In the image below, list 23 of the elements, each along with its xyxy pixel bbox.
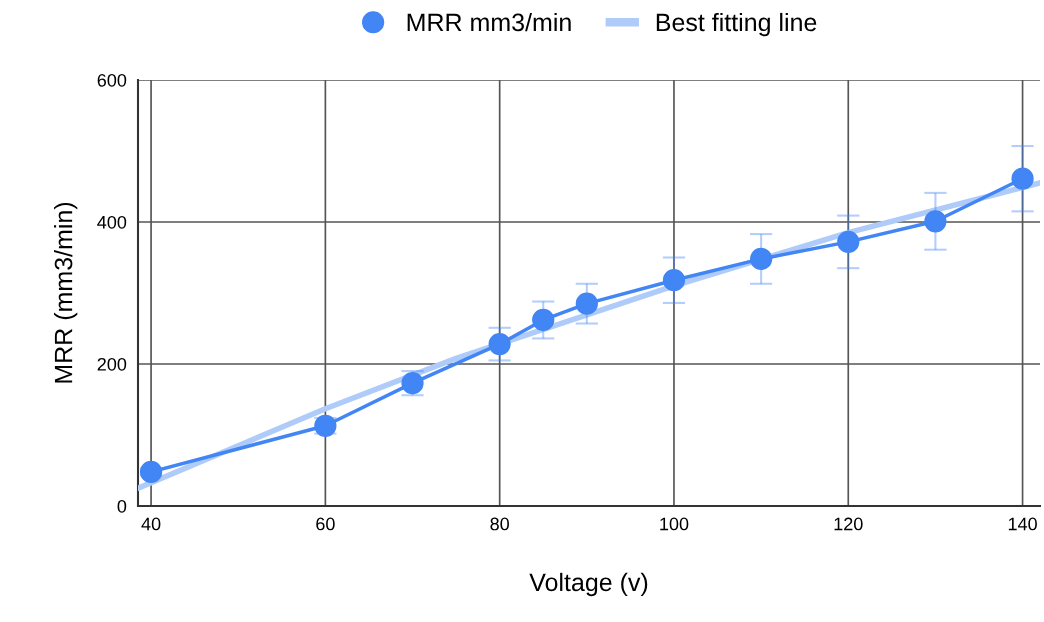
point (837, 230, 860, 253)
x-tick-label: 40 (141, 517, 161, 531)
x-tick-label: 60 (316, 517, 335, 531)
point (532, 308, 555, 332)
y-tick-label: 0 (117, 499, 127, 513)
point (488, 333, 511, 356)
point (1011, 167, 1034, 190)
x-tick-label: 120 (834, 517, 863, 531)
point (575, 292, 598, 315)
x-tick-label: 140 (1008, 517, 1037, 531)
x-tick-label: 100 (660, 517, 689, 531)
y-tick-label: 200 (97, 357, 127, 371)
point (139, 460, 163, 484)
legend-label: MRR mm3/min (407, 12, 571, 32)
x-axis-title: Voltage (v) (529, 572, 648, 597)
y-axis-title: MRR (mm3/min) (54, 202, 78, 383)
point (662, 269, 686, 292)
point (750, 247, 773, 271)
x-tick-label: 80 (490, 517, 510, 531)
point (924, 210, 947, 233)
y-tick-label: 400 (97, 215, 127, 229)
legend-label: Best fitting line (656, 12, 817, 37)
y-tick-label: 600 (97, 73, 127, 87)
